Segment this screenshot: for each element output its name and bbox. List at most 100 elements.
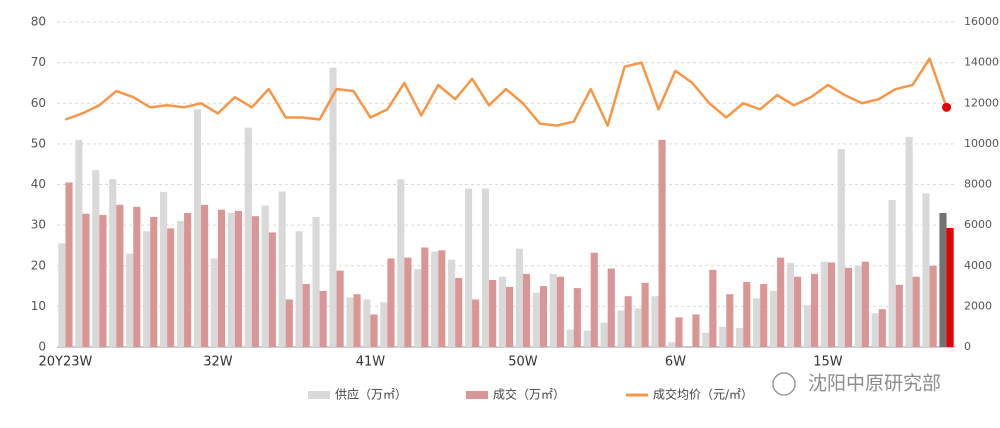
bar — [675, 317, 683, 347]
bar — [167, 228, 175, 347]
bar — [65, 182, 73, 347]
y-tick-label: 40 — [31, 177, 46, 191]
bar — [116, 204, 124, 347]
bar — [929, 265, 937, 347]
bar — [268, 232, 276, 347]
bar — [160, 191, 168, 347]
bar — [837, 149, 845, 347]
bar — [295, 231, 303, 347]
bar — [126, 253, 134, 347]
watermark: 沈阳中原研究部 — [808, 373, 941, 395]
legend-label: 供应（万㎡） — [335, 387, 407, 402]
bar — [861, 261, 869, 347]
x-tick-label: 6W — [665, 355, 686, 370]
bar — [692, 314, 700, 347]
bar — [261, 205, 269, 347]
bar — [448, 259, 456, 347]
bar — [82, 213, 90, 347]
bar — [58, 243, 66, 347]
bar — [827, 262, 836, 347]
y-tick-label: 20 — [31, 258, 46, 272]
bar — [878, 309, 886, 347]
bar — [786, 262, 795, 347]
bar — [803, 305, 811, 347]
bar — [397, 179, 405, 347]
bar — [210, 258, 218, 347]
bar — [498, 276, 506, 347]
bar — [251, 216, 259, 347]
bar — [895, 284, 903, 347]
bar — [641, 282, 649, 347]
bar — [143, 231, 151, 347]
bar — [234, 210, 243, 347]
price-line — [65, 57, 948, 127]
y2-tick-label: 2000 — [964, 299, 992, 312]
x-tick-label: 41W — [356, 355, 386, 370]
bar — [668, 342, 676, 347]
bar — [939, 212, 947, 347]
bar — [573, 288, 581, 347]
bar — [719, 326, 727, 347]
bar — [922, 193, 930, 347]
bar — [92, 170, 100, 347]
y2-tick-label: 6000 — [964, 218, 992, 231]
bar — [769, 290, 778, 347]
bar — [201, 204, 209, 347]
bar — [760, 284, 768, 347]
bar — [736, 327, 744, 347]
x-tick-label: 50W — [508, 355, 538, 370]
bar — [844, 267, 852, 347]
bar — [726, 294, 734, 347]
bar — [600, 322, 608, 347]
bar — [820, 261, 828, 347]
bar — [455, 277, 463, 347]
bar — [363, 299, 371, 347]
bar — [227, 212, 235, 347]
bar — [438, 250, 446, 347]
bar — [794, 276, 802, 347]
bar — [709, 269, 717, 347]
y-tick-label: 70 — [31, 55, 46, 69]
bar — [481, 188, 490, 347]
bar — [905, 136, 913, 347]
bar — [387, 258, 395, 347]
bar — [472, 299, 480, 347]
bar — [532, 292, 540, 347]
bar — [912, 276, 920, 347]
bar — [743, 282, 751, 347]
bar — [464, 188, 473, 347]
bar — [522, 273, 531, 347]
bar — [854, 265, 862, 347]
bar — [871, 313, 879, 347]
y-tick-label: 0 — [38, 340, 46, 354]
y2-tick-label: 12000 — [964, 96, 999, 109]
bar — [651, 296, 659, 347]
bar — [336, 270, 344, 347]
bar — [431, 251, 439, 347]
bar — [302, 284, 310, 347]
bar — [75, 139, 83, 347]
bar — [244, 127, 252, 347]
legend-label: 成交（万㎡） — [493, 387, 565, 402]
bar — [217, 209, 226, 347]
y2-tick-label: 16000 — [964, 15, 999, 28]
bar — [566, 329, 574, 347]
y2-tick-label: 0 — [964, 340, 971, 353]
bar — [176, 221, 185, 347]
y2-tick-label: 10000 — [964, 137, 999, 150]
bar — [556, 276, 564, 347]
y2-tick-label: 4000 — [964, 259, 992, 272]
bar — [590, 252, 598, 347]
bar — [607, 268, 615, 347]
y-tick-label: 80 — [31, 15, 46, 29]
bar — [702, 332, 710, 347]
legend-swatch — [308, 391, 330, 399]
x-tick-label: 20Y23W — [39, 355, 93, 370]
bar — [184, 212, 192, 347]
y-tick-label: 10 — [31, 299, 46, 313]
bar — [810, 273, 819, 347]
bar — [624, 296, 632, 347]
bar — [421, 247, 429, 347]
